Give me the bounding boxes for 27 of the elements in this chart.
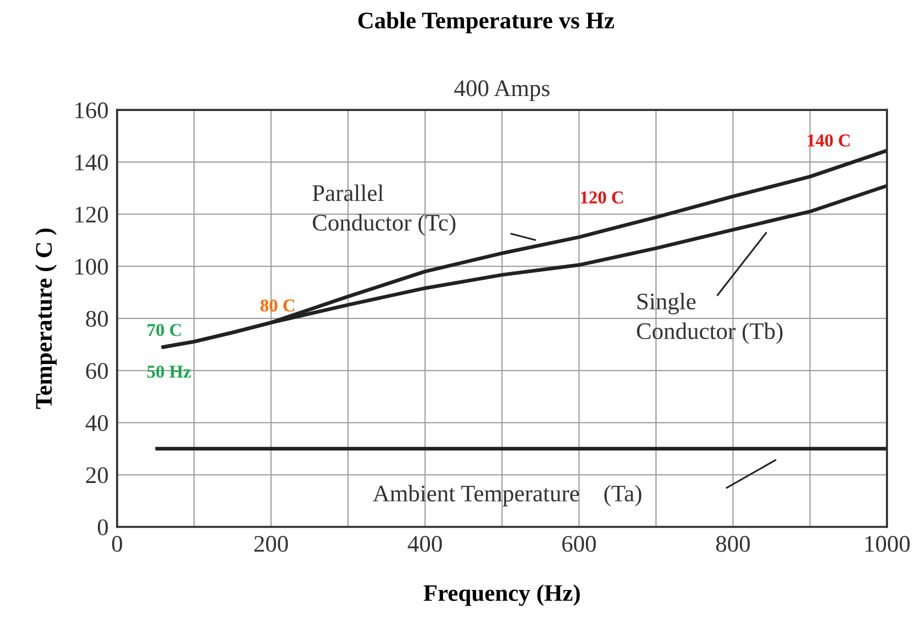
series-label: Ambient Temperature (Ta) bbox=[372, 484, 642, 506]
chart-subtitle: 400 Amps bbox=[454, 80, 550, 102]
y-tick-label: 140 bbox=[75, 154, 108, 170]
y-tick-label: 160 bbox=[75, 102, 108, 118]
x-tick-label: 200 bbox=[254, 536, 288, 552]
y-tick-label: 20 bbox=[86, 467, 108, 484]
y-tick-label: 120 bbox=[75, 206, 108, 223]
y-tick-label: 80 bbox=[86, 310, 108, 327]
x-tick-label: 600 bbox=[562, 536, 596, 552]
y-tick-label: 40 bbox=[86, 415, 108, 432]
x-tick-label: 800 bbox=[716, 536, 750, 552]
y-tick-label: 0 bbox=[98, 519, 108, 536]
chart-title: Cable Temperature vs Hz bbox=[358, 12, 614, 34]
y-axis-title: Temperature ( C ) bbox=[35, 228, 57, 409]
annotation: 120 C bbox=[581, 191, 623, 204]
x-tick-label: 0 bbox=[112, 536, 122, 552]
annotation: 140 C bbox=[808, 134, 850, 147]
y-tick-label: 60 bbox=[86, 363, 108, 379]
annotation: 80 C bbox=[260, 299, 294, 312]
annotation: 70 C bbox=[148, 324, 181, 336]
series-label: Single Conductor (Tb) bbox=[636, 292, 782, 344]
series-label: Parallel Conductor (Tc) bbox=[312, 184, 456, 236]
x-tick-label: 400 bbox=[408, 536, 442, 552]
y-tick-label: 100 bbox=[75, 258, 108, 275]
x-tick-label: 1000 bbox=[865, 536, 910, 552]
x-axis-title: Frequency (Hz) bbox=[424, 584, 580, 606]
annotation: 50 Hz bbox=[147, 366, 191, 378]
